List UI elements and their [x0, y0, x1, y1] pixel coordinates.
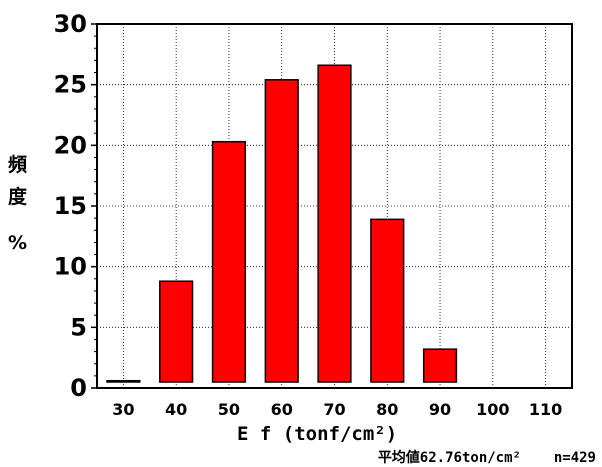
y-tick-label: 5	[70, 313, 87, 341]
x-tick-label: 30	[112, 400, 134, 419]
bar-90	[422, 348, 458, 383]
y-tick-label: 15	[54, 192, 87, 220]
x-tick-label: 50	[218, 400, 240, 419]
bar-40	[159, 280, 194, 383]
bar-30	[106, 379, 141, 383]
y-tick-label: 25	[54, 71, 87, 99]
x-tick-label: 90	[429, 400, 451, 419]
bar-80	[370, 218, 405, 383]
x-tick-label: 40	[165, 400, 187, 419]
summary-note: 平均値62.76ton/cm² n=429	[378, 447, 596, 467]
y-axis-label-char-2: 度	[8, 186, 28, 208]
x-tick-label: 60	[271, 400, 293, 419]
y-axis-label-char-1: 頻	[8, 154, 28, 176]
y-tick-label: 10	[54, 253, 87, 281]
y-tick-label: 30	[54, 10, 87, 38]
bar-50	[211, 140, 247, 383]
bar-60	[264, 79, 299, 383]
bars	[106, 64, 458, 383]
x-tick-label: 100	[476, 400, 509, 419]
x-tick-label: 110	[529, 400, 562, 419]
y-tick-label: 20	[54, 131, 87, 159]
tick-labels: 0 5 10 15 20 25 30 30 40 50 60 70 80 90 100 110	[54, 10, 563, 419]
y-axis-label-unit: %	[8, 232, 28, 254]
mean-value-note: 平均値62.76ton/cm²	[377, 450, 521, 466]
bar-70	[317, 64, 352, 383]
x-axis-label: E f (tonf/cm²)	[237, 423, 398, 445]
x-tick-label: 80	[376, 400, 398, 419]
y-tick-label: 0	[70, 374, 87, 402]
sample-count-note: n=429	[553, 450, 596, 466]
x-tick-label: 70	[323, 400, 345, 419]
